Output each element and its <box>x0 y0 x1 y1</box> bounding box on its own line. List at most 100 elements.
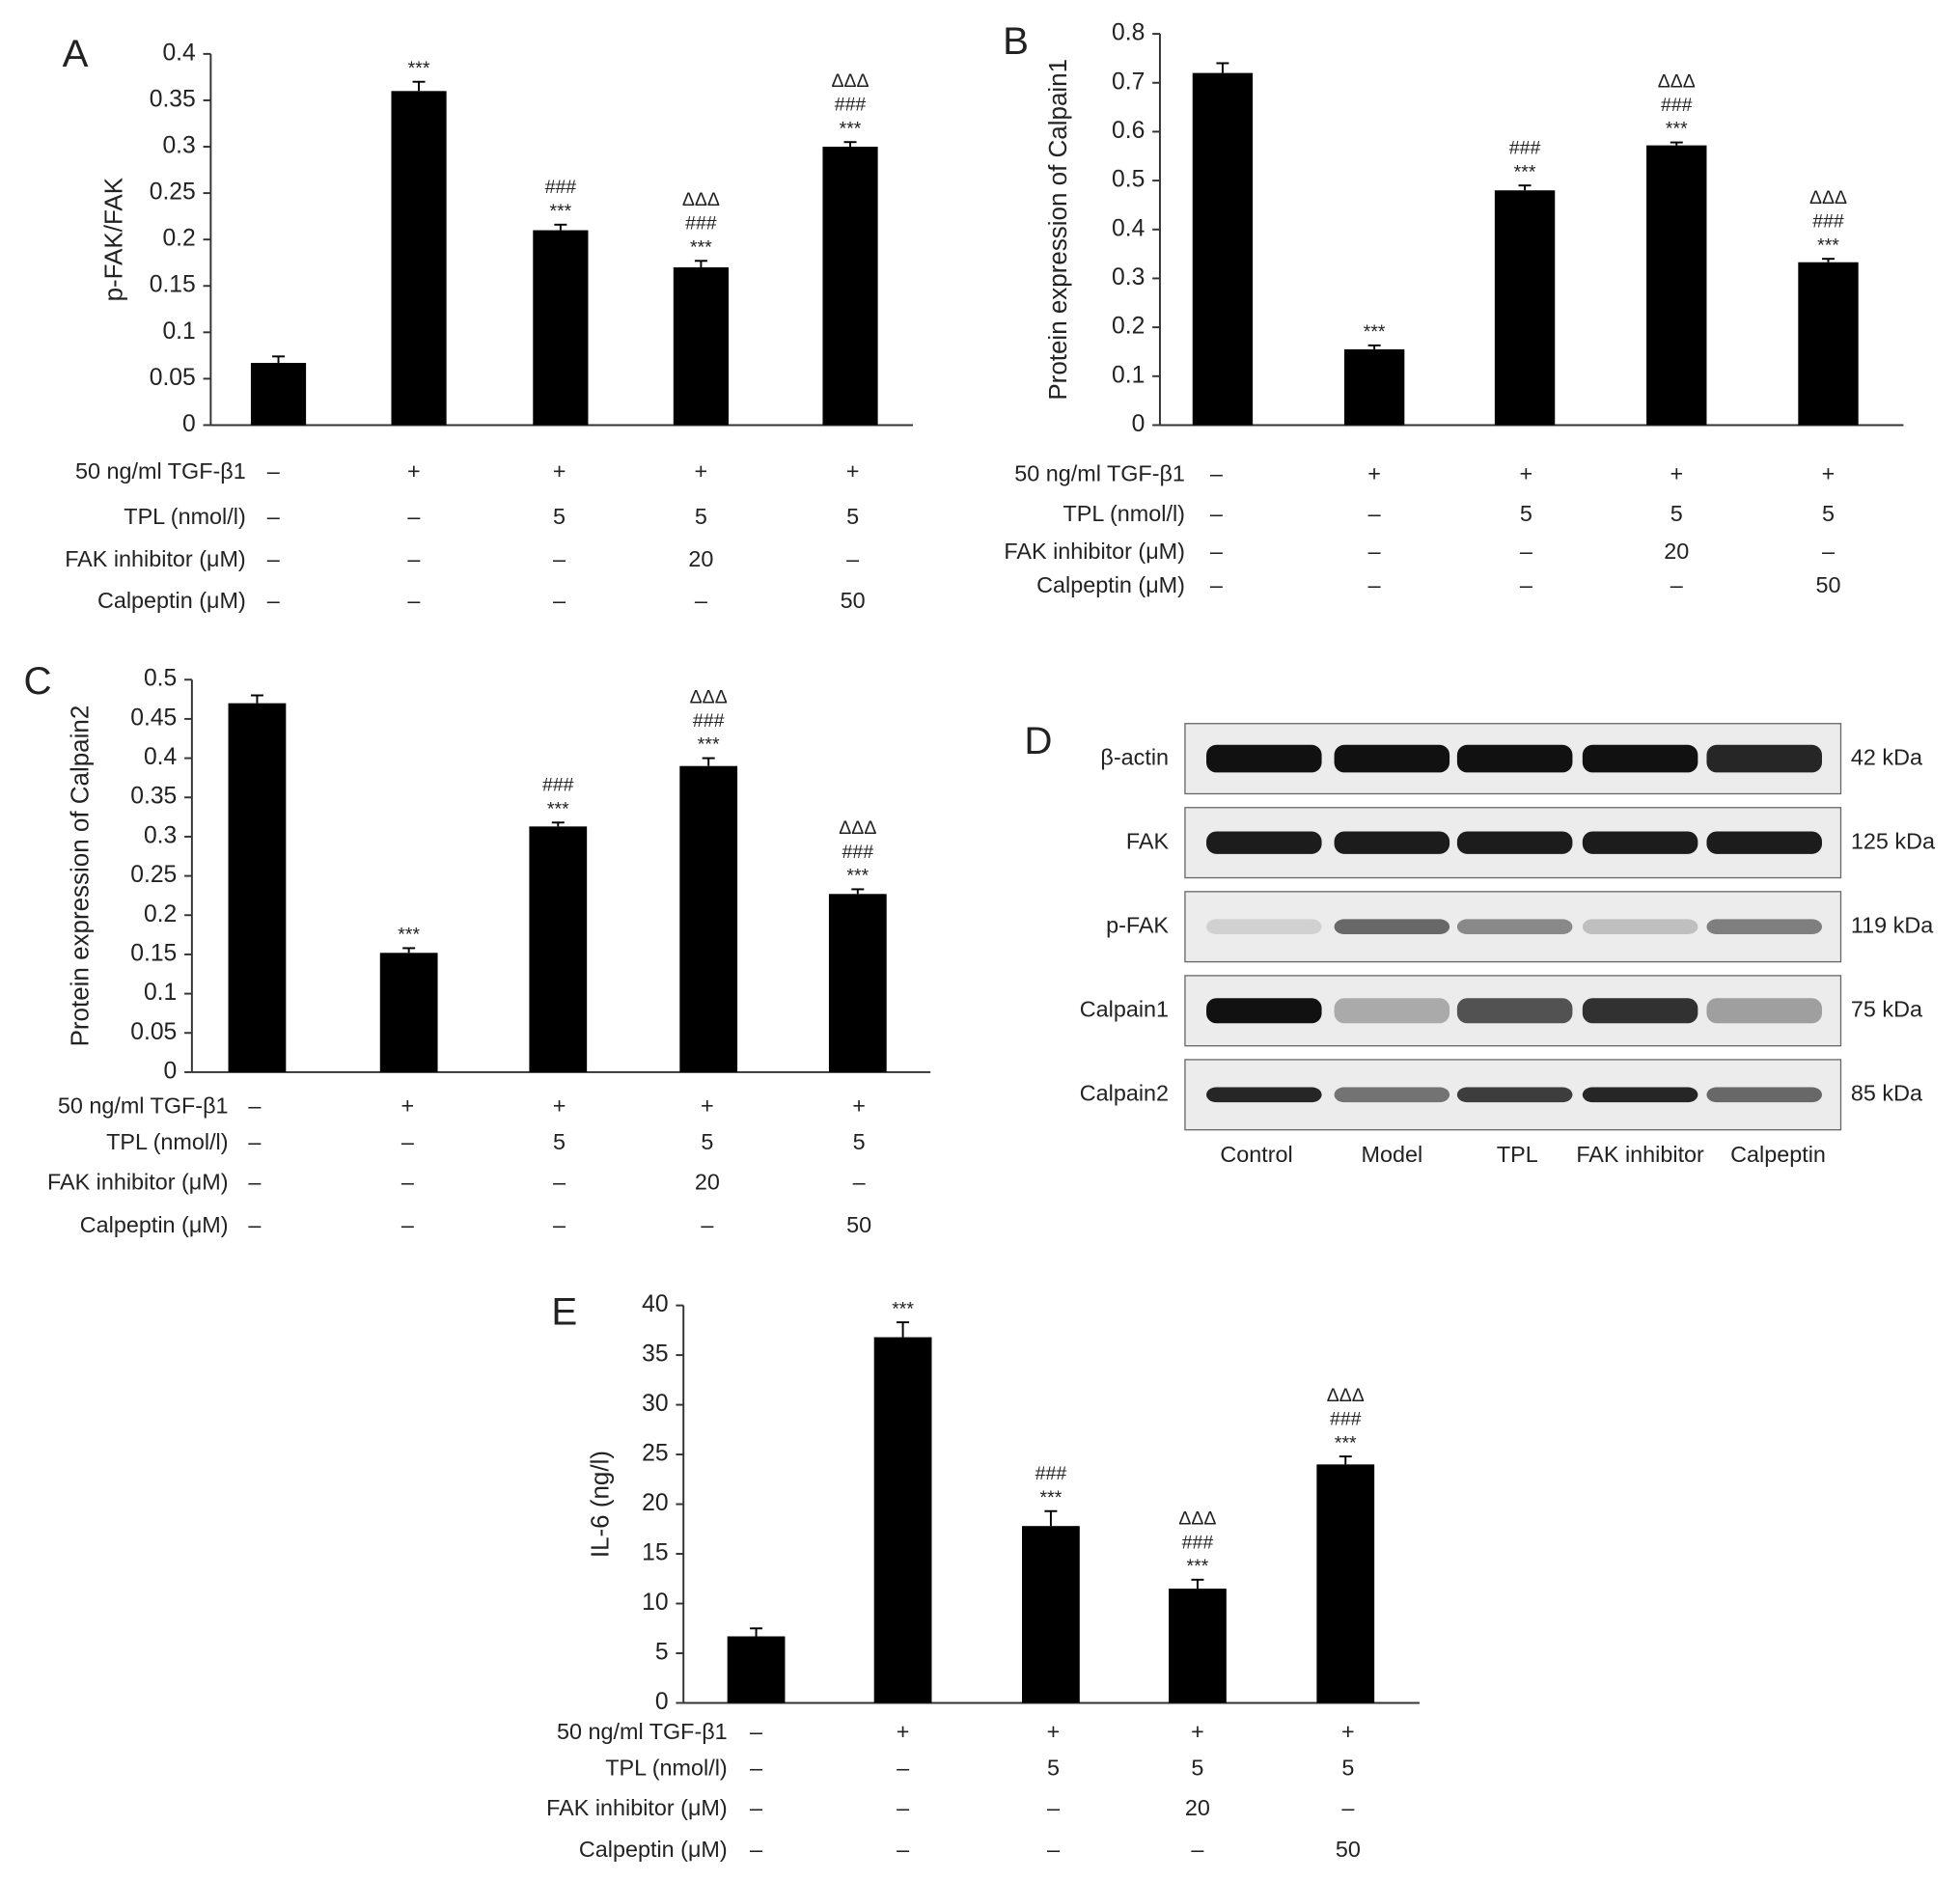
y-tick-label: 0.05 <box>130 1019 177 1045</box>
y-tick-label: 35 <box>642 1342 668 1368</box>
significance-mark: ### <box>685 213 717 235</box>
significance-mark: *** <box>1335 1432 1357 1453</box>
y-tick-label: 0.1 <box>162 318 195 345</box>
bar <box>391 91 447 426</box>
bar <box>673 267 729 426</box>
y-tick-label: 10 <box>642 1590 668 1616</box>
band <box>1706 998 1823 1024</box>
significance-mark: ΔΔΔ <box>1327 1385 1365 1406</box>
significance-mark: ### <box>1661 95 1693 116</box>
condition-value: + <box>695 458 708 484</box>
condition-value: – <box>1210 539 1223 564</box>
bar <box>1022 1526 1080 1703</box>
bar <box>727 1636 786 1703</box>
condition-value: – <box>248 1093 261 1118</box>
condition-value: + <box>1341 1719 1355 1744</box>
significance-mark: *** <box>1514 161 1536 182</box>
band <box>1206 998 1322 1024</box>
band <box>1334 919 1450 935</box>
significance-mark: *** <box>408 58 430 79</box>
bar <box>1494 190 1556 426</box>
bar <box>679 765 738 1072</box>
condition-value: 5 <box>701 1129 713 1154</box>
significance-mark: ### <box>1330 1409 1362 1430</box>
band <box>1706 744 1823 773</box>
condition-value: 50 <box>1336 1837 1361 1862</box>
condition-value: – <box>701 1212 713 1237</box>
condition-value: + <box>1822 461 1836 486</box>
condition-value: 5 <box>1047 1756 1060 1781</box>
y-axis-label: p-FAK/FAK <box>98 177 127 301</box>
y-tick-label: 0.05 <box>150 365 196 391</box>
y-tick-label: 0.1 <box>144 980 177 1006</box>
lane-label: Model <box>1361 1142 1422 1167</box>
band <box>1706 1087 1823 1103</box>
band <box>1582 1087 1698 1103</box>
condition-value: – <box>248 1129 261 1154</box>
condition-value: – <box>553 546 566 571</box>
significance-mark: ### <box>693 710 725 732</box>
significance-mark: ΔΔΔ <box>839 817 876 839</box>
bar <box>1798 262 1859 426</box>
condition-label: TPL (nmol/l) <box>1063 501 1185 526</box>
significance-mark: ### <box>545 177 577 198</box>
significance-mark: ### <box>842 842 874 863</box>
row-label: Calpain1 <box>1080 996 1169 1021</box>
condition-value: – <box>1368 501 1381 526</box>
band <box>1582 831 1698 854</box>
condition-value: – <box>401 1212 414 1237</box>
panel-label: A <box>63 32 89 75</box>
band <box>1582 919 1698 935</box>
condition-value: 5 <box>846 504 859 529</box>
condition-value: – <box>407 588 420 613</box>
y-tick-label: 20 <box>642 1490 668 1516</box>
band <box>1206 1087 1322 1103</box>
significance-mark: *** <box>1364 321 1386 343</box>
condition-label: 50 ng/ml TGF-β1 <box>75 458 246 484</box>
condition-value: 5 <box>1520 501 1532 526</box>
condition-value: – <box>750 1837 762 1862</box>
condition-label: Calpeptin (μM) <box>579 1837 728 1862</box>
y-tick-label: 0.6 <box>1112 118 1145 144</box>
condition-value: + <box>407 458 421 484</box>
condition-label: TPL (nmol/l) <box>124 504 245 529</box>
bar <box>1169 1589 1227 1703</box>
y-tick-label: 25 <box>642 1441 668 1467</box>
bar <box>250 363 307 426</box>
condition-value: 5 <box>853 1129 866 1154</box>
bar <box>228 703 287 1072</box>
condition-label: Calpeptin (μM) <box>97 588 246 613</box>
condition-value: + <box>1367 461 1381 486</box>
significance-mark: *** <box>1040 1487 1063 1508</box>
condition-value: 50 <box>1815 572 1840 597</box>
lane-label: Calpeptin <box>1730 1142 1826 1167</box>
lane-label: FAK inhibitor <box>1576 1142 1704 1167</box>
condition-value: – <box>1210 572 1223 597</box>
condition-value: – <box>248 1212 261 1237</box>
y-tick-label: 0.1 <box>1112 362 1145 388</box>
y-tick-label: 0.2 <box>162 226 195 252</box>
condition-value: – <box>267 504 280 529</box>
significance-mark: ΔΔΔ <box>682 189 720 210</box>
condition-value: – <box>401 1129 414 1154</box>
significance-mark: ΔΔΔ <box>1809 187 1847 208</box>
size-label: 42 kDa <box>1851 744 1922 769</box>
y-tick-label: 0.35 <box>130 784 177 810</box>
y-tick-label: 0.3 <box>162 133 195 159</box>
condition-value: – <box>553 588 566 613</box>
bar <box>379 953 438 1072</box>
y-tick-label: 0.5 <box>144 666 177 692</box>
y-tick-label: 0.35 <box>150 86 196 112</box>
band <box>1334 831 1450 854</box>
panel-label: E <box>551 1289 577 1333</box>
lane-label: TPL <box>1497 1142 1538 1167</box>
condition-value: – <box>897 1756 909 1781</box>
condition-value: 20 <box>695 1170 720 1195</box>
condition-value: – <box>1822 539 1835 564</box>
significance-mark: *** <box>549 201 571 222</box>
y-tick-label: 0 <box>1132 411 1146 437</box>
condition-value: – <box>401 1170 414 1195</box>
significance-mark: *** <box>547 798 569 819</box>
panel-label: C <box>24 659 52 703</box>
